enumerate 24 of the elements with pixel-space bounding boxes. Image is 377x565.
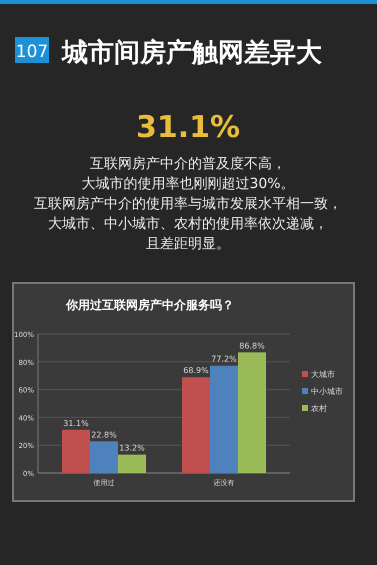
bar	[210, 366, 238, 473]
data-label: 31.1%	[63, 418, 90, 428]
text: 且差距明显。	[146, 236, 230, 252]
legend-label: 中小城市	[311, 387, 343, 396]
text: 大城市、中小城市、农村的使用率依次递减，	[48, 216, 328, 232]
data-label: 68.9%	[183, 366, 210, 376]
text: 107	[16, 42, 48, 62]
data-label: 13.2%	[119, 444, 146, 453]
text: 31.1%	[136, 110, 240, 145]
data-label: 86.8%	[239, 341, 266, 350]
legend-label: 大城市	[311, 370, 335, 379]
chart-subtitle: 你用过互联网房产中介服务吗？	[65, 298, 234, 312]
text: 互联网房产中介的普及度不高，	[90, 155, 286, 172]
data-label: 22.8%	[91, 430, 118, 440]
data-label: 77.2%	[211, 354, 238, 364]
bar	[238, 352, 266, 473]
bar	[90, 441, 118, 473]
bar	[118, 454, 146, 473]
legend-label: 农村	[311, 404, 327, 413]
bar	[62, 430, 90, 473]
text: 大城市的使用率也刚刚超过30%。	[81, 176, 295, 192]
text: 互联网房产中介的使用率与城市发展水平相一致，	[34, 196, 342, 212]
chart-title: 城市间房产触网差异大	[61, 38, 323, 68]
bar	[182, 377, 210, 473]
